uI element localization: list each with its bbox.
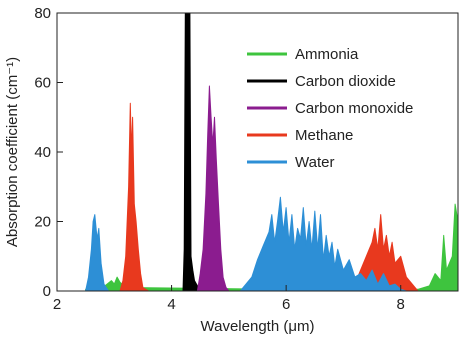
legend-label: Methane bbox=[295, 127, 353, 144]
legend-item: Methane bbox=[247, 127, 353, 144]
legend-label: Water bbox=[295, 154, 334, 171]
legend-label: Carbon dioxide bbox=[295, 73, 396, 90]
legend-item: Carbon monoxide bbox=[247, 100, 413, 117]
x-tick-label: 6 bbox=[282, 296, 290, 313]
legend-item: Water bbox=[247, 154, 334, 171]
series-methane bbox=[119, 102, 419, 291]
y-tick-label: 40 bbox=[34, 144, 51, 161]
y-axis-title: Absorption coefficient (cm⁻¹) bbox=[4, 57, 21, 247]
y-tick-label: 80 bbox=[34, 5, 51, 22]
series-water bbox=[85, 196, 407, 291]
x-tick-label: 8 bbox=[397, 296, 405, 313]
y-tick-label: 0 bbox=[43, 283, 51, 300]
legend-label: Ammonia bbox=[295, 46, 359, 63]
x-tick-label: 4 bbox=[167, 296, 175, 313]
legend-item: Carbon dioxide bbox=[247, 73, 396, 90]
legend: Ammonia Carbon dioxide Carbon monoxide Meth… bbox=[247, 46, 413, 171]
y-tick-label: 60 bbox=[34, 75, 51, 92]
legend-item: Ammonia bbox=[247, 46, 359, 63]
series-carbon-monoxide bbox=[196, 85, 230, 291]
x-tick-label: 2 bbox=[53, 296, 61, 313]
y-tick-label: 20 bbox=[34, 214, 51, 231]
x-axis-title: Wavelength (μm) bbox=[201, 318, 315, 335]
series-carbon-dioxide bbox=[182, 13, 201, 291]
legend-label: Carbon monoxide bbox=[295, 100, 413, 117]
series-layer bbox=[85, 13, 458, 291]
